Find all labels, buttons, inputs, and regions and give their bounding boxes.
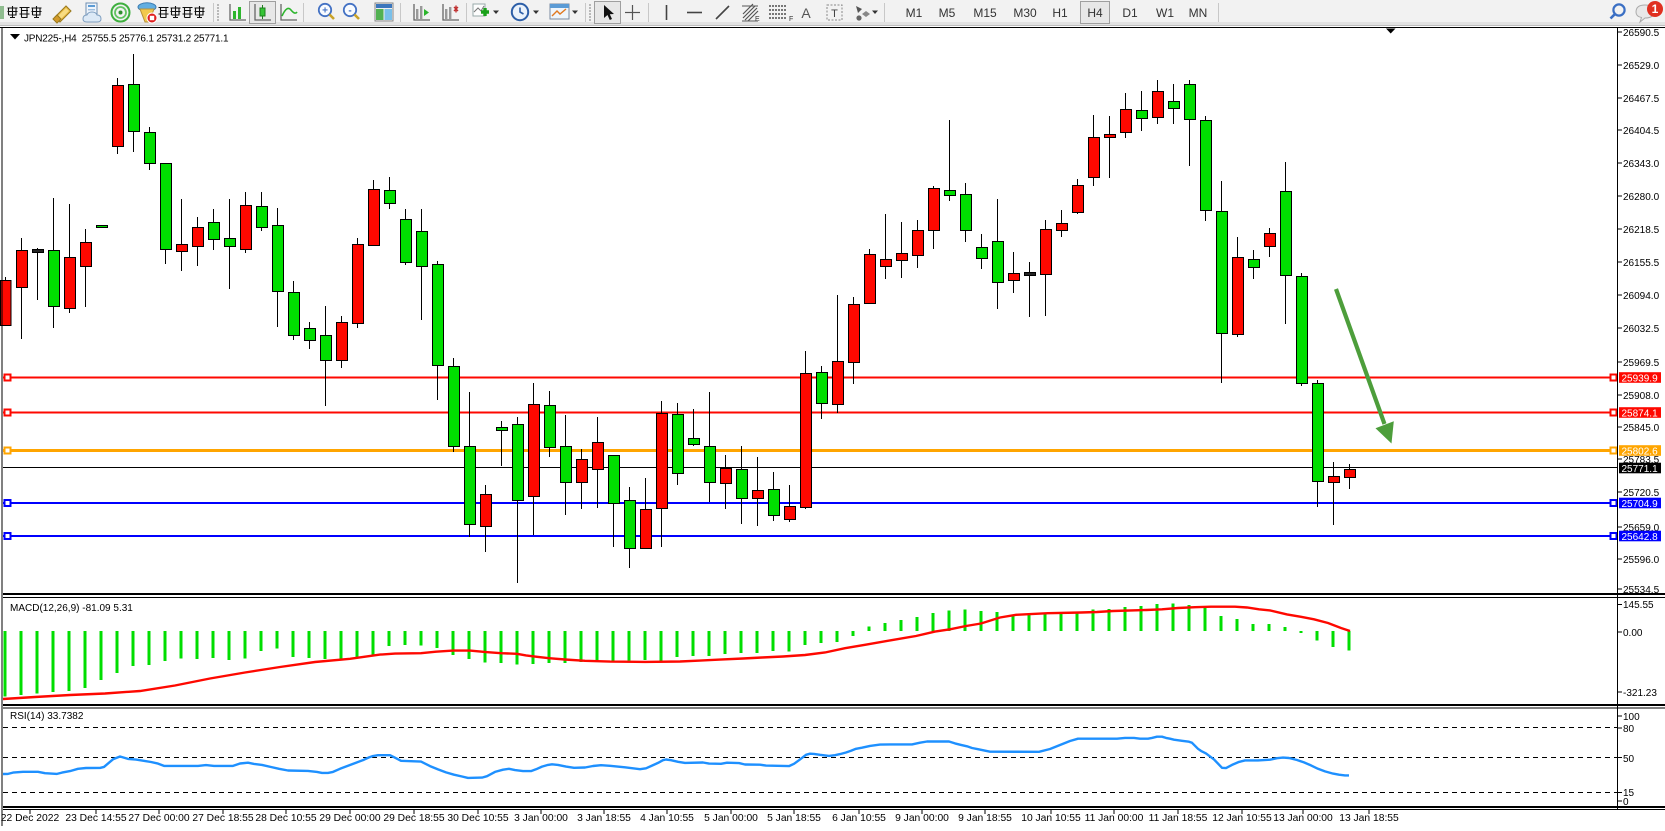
svg-text:M5: M5	[939, 6, 956, 20]
svg-text:T: T	[831, 8, 838, 20]
svg-text:F: F	[789, 16, 793, 23]
svg-text:D1: D1	[1122, 6, 1138, 20]
svg-text:100: 100	[1623, 712, 1640, 723]
svg-text:30 Dec 10:55: 30 Dec 10:55	[447, 813, 509, 824]
svg-text:9 Jan 00:00: 9 Jan 00:00	[895, 813, 949, 824]
svg-text:E: E	[755, 16, 760, 23]
svg-text:50: 50	[1623, 754, 1635, 765]
svg-text:25874.1: 25874.1	[1622, 409, 1659, 420]
svg-text:6 Jan 10:55: 6 Jan 10:55	[832, 813, 886, 824]
svg-text:27 Dec 00:00: 27 Dec 00:00	[128, 813, 190, 824]
svg-text:26467.5: 26467.5	[1623, 94, 1660, 105]
svg-text:22 Dec 2022: 22 Dec 2022	[1, 813, 60, 824]
svg-text:13 Jan 18:55: 13 Jan 18:55	[1339, 813, 1399, 824]
svg-text:29 Dec 18:55: 29 Dec 18:55	[383, 813, 445, 824]
svg-text:15: 15	[1623, 788, 1635, 799]
svg-text:M1: M1	[906, 6, 923, 20]
svg-text:MN: MN	[1189, 6, 1208, 20]
svg-text:26032.5: 26032.5	[1623, 324, 1660, 335]
svg-text:0.00: 0.00	[1623, 628, 1643, 639]
svg-text:13 Jan 00:00: 13 Jan 00:00	[1273, 813, 1333, 824]
svg-text:1: 1	[1652, 2, 1659, 16]
svg-text:+: +	[322, 6, 328, 17]
svg-text:H1: H1	[1052, 6, 1068, 20]
svg-text:-321.23: -321.23	[1623, 688, 1657, 699]
svg-text:JPN225-,H4 25755.5 25776.1 25: JPN225-,H4 25755.5 25776.1 25731.2 25771…	[24, 34, 229, 45]
svg-text:25939.9: 25939.9	[1622, 374, 1659, 385]
svg-text:3 Jan 18:55: 3 Jan 18:55	[577, 813, 631, 824]
svg-text:A: A	[801, 5, 811, 21]
svg-text:11 Jan 00:00: 11 Jan 00:00	[1085, 813, 1144, 824]
svg-text:80: 80	[1623, 724, 1635, 735]
svg-text:5 Jan 00:00: 5 Jan 00:00	[704, 813, 758, 824]
svg-text:26094.0: 26094.0	[1623, 291, 1660, 302]
svg-text:26218.5: 26218.5	[1623, 225, 1660, 236]
svg-text:25534.5: 25534.5	[1623, 585, 1660, 596]
svg-text:25642.8: 25642.8	[1622, 532, 1659, 543]
svg-text:25771.1: 25771.1	[1622, 464, 1659, 475]
svg-text:9 Jan 18:55: 9 Jan 18:55	[958, 813, 1012, 824]
svg-text:26343.0: 26343.0	[1623, 159, 1660, 170]
svg-text:25596.0: 25596.0	[1623, 555, 1660, 566]
svg-text:26155.5: 26155.5	[1623, 258, 1660, 269]
svg-text:M15: M15	[973, 6, 997, 20]
svg-text:25908.0: 25908.0	[1623, 391, 1660, 402]
svg-text:26280.0: 26280.0	[1623, 192, 1660, 203]
svg-text:M30: M30	[1013, 6, 1037, 20]
svg-text:H4: H4	[1087, 6, 1103, 20]
svg-text:25659.0: 25659.0	[1623, 523, 1660, 534]
svg-text:26529.0: 26529.0	[1623, 61, 1660, 72]
svg-text:12 Jan 10:55: 12 Jan 10:55	[1212, 813, 1272, 824]
svg-text:29 Dec 00:00: 29 Dec 00:00	[319, 813, 381, 824]
svg-text:-: -	[348, 6, 351, 17]
svg-text:10 Jan 10:55: 10 Jan 10:55	[1021, 813, 1081, 824]
svg-text:W1: W1	[1156, 6, 1174, 20]
svg-text:26590.5: 26590.5	[1623, 28, 1660, 39]
svg-text:25969.5: 25969.5	[1623, 358, 1660, 369]
svg-text:28 Dec 10:55: 28 Dec 10:55	[255, 813, 317, 824]
svg-text:145.55: 145.55	[1623, 600, 1654, 611]
svg-text:27 Dec 18:55: 27 Dec 18:55	[192, 813, 254, 824]
svg-text:25802.6: 25802.6	[1622, 447, 1659, 458]
svg-text:0: 0	[1623, 797, 1629, 808]
svg-text:5 Jan 18:55: 5 Jan 18:55	[767, 813, 821, 824]
svg-text:26404.5: 26404.5	[1623, 126, 1660, 137]
svg-text:25845.0: 25845.0	[1623, 423, 1660, 434]
svg-text:MACD(12,26,9) -81.09 5.31: MACD(12,26,9) -81.09 5.31	[10, 603, 133, 614]
svg-text:25783.5: 25783.5	[1623, 455, 1660, 466]
svg-text:4 Jan 10:55: 4 Jan 10:55	[640, 813, 694, 824]
svg-text:25720.5: 25720.5	[1623, 488, 1660, 499]
svg-text:23 Dec 14:55: 23 Dec 14:55	[65, 813, 127, 824]
svg-text:11 Jan 18:55: 11 Jan 18:55	[1149, 813, 1208, 824]
svg-text:25704.9: 25704.9	[1622, 499, 1659, 510]
svg-text:3 Jan 00:00: 3 Jan 00:00	[514, 813, 568, 824]
svg-text:RSI(14) 33.7382: RSI(14) 33.7382	[10, 711, 84, 722]
